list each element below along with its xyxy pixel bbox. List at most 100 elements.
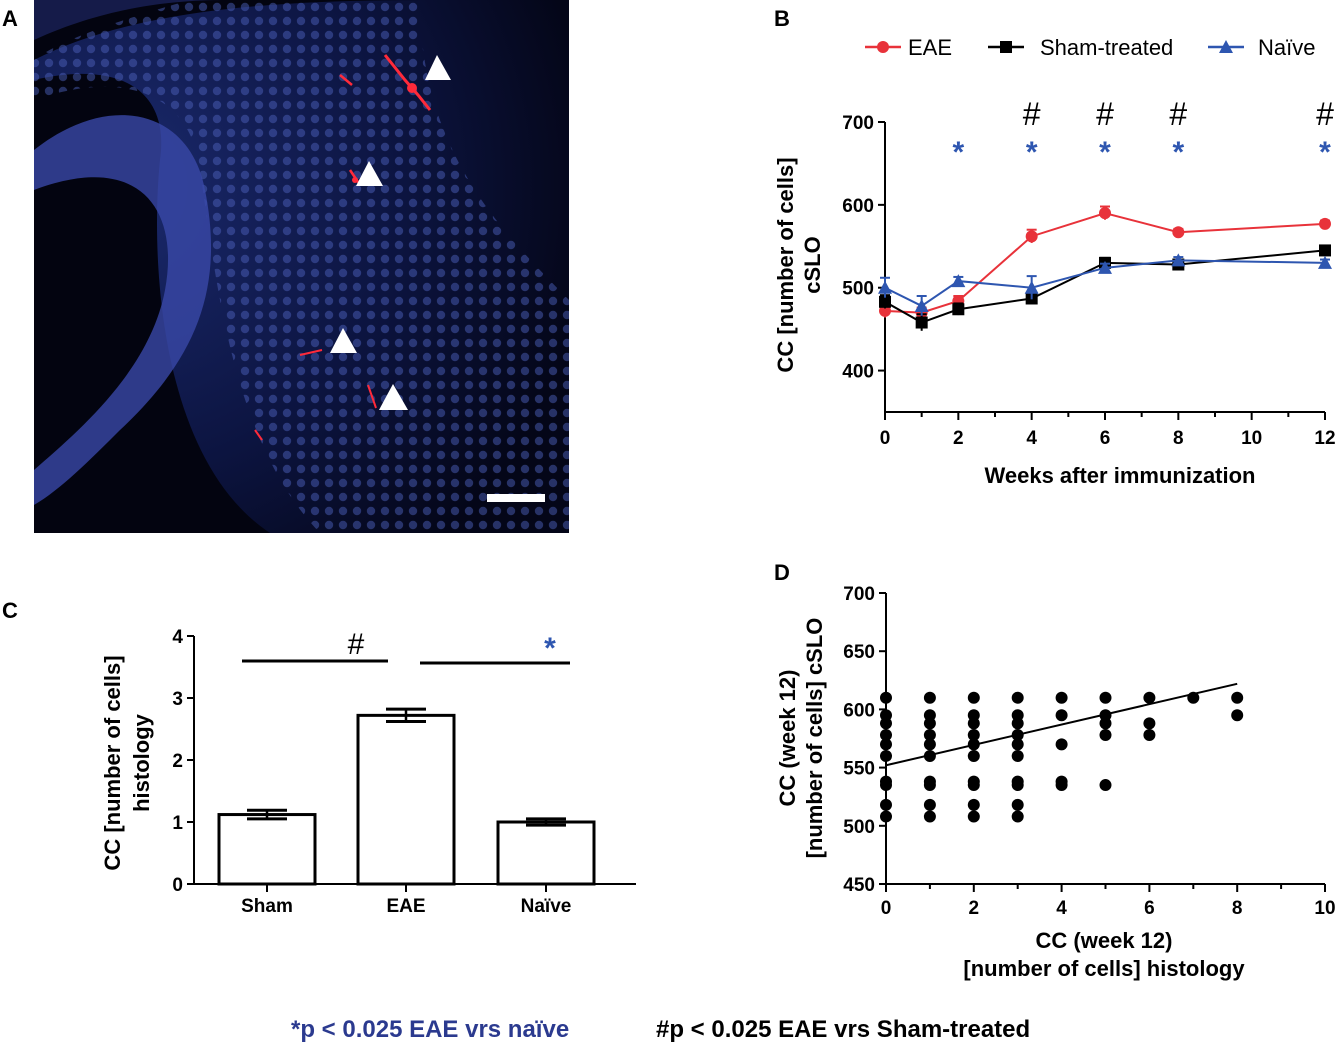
plot-area: 400 500 600 700 0 2 4 6 8 10 12 * * # * # * # * # bbox=[842, 96, 1335, 449]
data-point bbox=[967, 717, 980, 730]
y-axis-label-line1: CC (week 12) bbox=[775, 670, 800, 807]
data-point bbox=[1011, 738, 1024, 751]
data-point bbox=[880, 779, 892, 792]
y-axis-label-line1: CC [number of cells] bbox=[100, 655, 125, 870]
x-tick-label: 8 bbox=[1232, 898, 1243, 919]
significance-hash: # bbox=[1169, 96, 1187, 132]
panel-d-label: D bbox=[774, 560, 790, 585]
data-point bbox=[923, 810, 936, 823]
legend-marker bbox=[1219, 40, 1233, 53]
legend-marker bbox=[1000, 41, 1012, 53]
x-tick-label: EAE bbox=[386, 896, 425, 917]
data-point bbox=[1055, 691, 1068, 704]
data-point bbox=[923, 738, 936, 751]
data-point bbox=[1231, 709, 1244, 722]
bar-nave bbox=[496, 820, 596, 886]
data-point bbox=[1055, 738, 1068, 751]
significance-star: * bbox=[544, 632, 556, 665]
x-tick-label: Sham bbox=[241, 896, 293, 917]
arrowhead-icon bbox=[330, 328, 357, 353]
data-point-sham-treated bbox=[952, 303, 965, 316]
data-point bbox=[1011, 749, 1024, 762]
fluorescence-micrograph bbox=[34, 0, 569, 533]
footnote-hash: #p < 0.025 EAE vrs Sham-treated bbox=[656, 1016, 1031, 1043]
y-tick-label: 650 bbox=[843, 642, 875, 663]
figure: A B EAE Sham-treated Naïve 400 bbox=[2, 0, 1336, 981]
data-point bbox=[1099, 691, 1112, 704]
data-point-sham-treated bbox=[1319, 244, 1331, 257]
regression-line bbox=[885, 682, 1238, 767]
data-point bbox=[1143, 691, 1156, 704]
y-tick-label: 500 bbox=[843, 817, 875, 838]
data-point-na-ve bbox=[914, 298, 929, 312]
data-point bbox=[880, 691, 892, 704]
data-point bbox=[1231, 691, 1244, 704]
significance-star: * bbox=[952, 136, 964, 169]
data-point-na-ve bbox=[1318, 255, 1332, 269]
x-tick-label: 10 bbox=[1241, 428, 1262, 449]
x-tick-label: Naïve bbox=[521, 896, 572, 917]
y-axis-label-line2: [number of cells] cSLO bbox=[802, 618, 827, 859]
y-tick-label: 1 bbox=[172, 813, 183, 834]
significance-star: * bbox=[1026, 136, 1038, 169]
significance-star: * bbox=[1172, 136, 1184, 169]
panel-b-label: B bbox=[774, 6, 790, 31]
panel-a-label: A bbox=[2, 6, 18, 31]
legend-label: Sham-treated bbox=[1040, 35, 1173, 60]
plot-area: 0 1 2 3 4 Sham EAE Naïve # * bbox=[172, 627, 636, 917]
data-point bbox=[1011, 729, 1024, 742]
y-tick-label: 500 bbox=[842, 279, 874, 300]
data-point bbox=[1011, 691, 1024, 704]
data-point-na-ve bbox=[1171, 253, 1186, 267]
x-axis-label-line2: [number of cells] histology bbox=[963, 956, 1245, 981]
y-axis-label-line2: histology bbox=[129, 713, 154, 812]
arrowhead-icon bbox=[356, 161, 383, 186]
y-axis-label-line2: cSLO bbox=[800, 236, 825, 293]
data-point-na-ve bbox=[951, 274, 966, 288]
data-point bbox=[880, 717, 892, 730]
y-tick-label: 600 bbox=[842, 196, 874, 217]
x-tick-label: 4 bbox=[1056, 898, 1067, 919]
data-point bbox=[1011, 717, 1024, 730]
x-tick-label: 0 bbox=[881, 898, 892, 919]
data-point-eae bbox=[1099, 207, 1111, 220]
data-point bbox=[1099, 717, 1112, 730]
panel-a: A bbox=[2, 0, 569, 533]
bar-eae bbox=[356, 713, 456, 886]
significance-hash: # bbox=[348, 628, 365, 661]
significance-hash: # bbox=[1096, 96, 1114, 132]
y-axis-label-line1: CC [number of cells] bbox=[773, 157, 798, 372]
data-point-sham-treated bbox=[915, 316, 928, 329]
data-point bbox=[1099, 779, 1112, 792]
y-tick-label: 4 bbox=[172, 627, 183, 648]
y-tick-label: 700 bbox=[842, 113, 874, 134]
data-point bbox=[967, 691, 980, 704]
bar-sham bbox=[217, 813, 317, 886]
data-point bbox=[1143, 729, 1156, 742]
data-point bbox=[923, 691, 936, 704]
x-tick-label: 2 bbox=[969, 898, 980, 919]
data-point bbox=[1011, 810, 1024, 823]
y-tick-label: 600 bbox=[843, 700, 875, 721]
data-point-na-ve bbox=[1098, 260, 1112, 274]
footnote-star: *p < 0.025 EAE vrs naïve bbox=[291, 1016, 570, 1043]
data-point bbox=[967, 749, 980, 762]
data-point bbox=[880, 749, 892, 762]
y-tick-label: 0 bbox=[172, 875, 183, 896]
data-point bbox=[1055, 779, 1068, 792]
data-point bbox=[880, 729, 892, 742]
x-tick-label: 0 bbox=[880, 428, 891, 449]
data-point-na-ve bbox=[1024, 280, 1039, 294]
data-point bbox=[1187, 691, 1200, 704]
data-point bbox=[923, 798, 936, 811]
data-point bbox=[1143, 717, 1156, 730]
data-point bbox=[923, 717, 936, 730]
plot-area: 450 500 550 600 650 700 0 2 4 6 8 10 bbox=[843, 584, 1335, 919]
significance-hash: # bbox=[1316, 96, 1334, 132]
data-point bbox=[880, 738, 892, 751]
panel-c: C 0 1 2 3 4 Sham EAE Naïve # * CC [number of cell… bbox=[2, 598, 636, 917]
x-tick-label: 4 bbox=[1026, 428, 1037, 449]
data-point-eae bbox=[1172, 226, 1185, 239]
y-tick-label: 400 bbox=[842, 362, 874, 383]
data-point bbox=[923, 729, 936, 742]
